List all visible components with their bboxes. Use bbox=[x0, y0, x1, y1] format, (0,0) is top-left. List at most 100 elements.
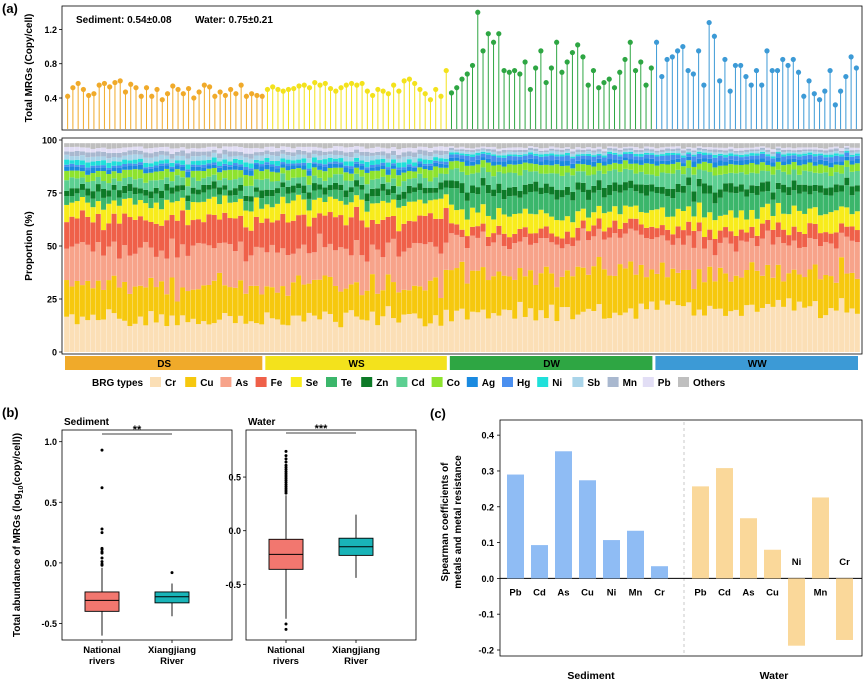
proportion-bar-segment bbox=[717, 155, 723, 161]
proportion-bar-segment bbox=[854, 230, 860, 243]
proportion-bar-segment bbox=[491, 219, 497, 234]
proportion-bar-segment bbox=[74, 243, 80, 281]
proportion-bar-segment bbox=[148, 168, 154, 173]
lollipop-point bbox=[727, 88, 733, 94]
proportion-bar-segment bbox=[253, 159, 259, 163]
proportion-bar-segment bbox=[833, 143, 839, 147]
legend-label: Cr bbox=[165, 378, 176, 389]
proportion-bar-segment bbox=[159, 190, 165, 199]
proportion-bar-segment bbox=[665, 196, 671, 217]
proportion-bar-segment bbox=[765, 264, 771, 304]
proportion-bar-segment bbox=[259, 324, 265, 352]
proportion-bar-segment bbox=[211, 174, 217, 182]
lollipop-point bbox=[674, 48, 681, 54]
proportion-bar-segment bbox=[707, 229, 713, 241]
lollipop-point bbox=[743, 73, 749, 80]
proportion-bar-segment bbox=[85, 143, 91, 148]
legend-label: Te bbox=[341, 378, 352, 389]
proportion-bar-segment bbox=[269, 189, 275, 197]
lollipop-point bbox=[806, 78, 812, 84]
proportion-bar-segment bbox=[654, 150, 660, 153]
proportion-bar-segment bbox=[749, 149, 755, 152]
proportion-bar-segment bbox=[586, 155, 592, 160]
proportion-bar-segment bbox=[849, 143, 855, 148]
proportion-bar-segment bbox=[301, 185, 307, 194]
proportion-bar-segment bbox=[665, 155, 671, 161]
spearman-bar bbox=[716, 468, 733, 579]
proportion-bar-segment bbox=[285, 163, 291, 167]
proportion-bar-segment bbox=[148, 163, 154, 167]
proportion-bar-segment bbox=[412, 166, 418, 168]
spearman-bar bbox=[579, 480, 596, 579]
proportion-bar-segment bbox=[169, 162, 175, 167]
proportion-bar-segment bbox=[522, 149, 528, 152]
proportion-bar-segment bbox=[528, 154, 534, 159]
proportion-bar-segment bbox=[549, 216, 555, 234]
proportion-bar-segment bbox=[122, 245, 128, 282]
proportion-bar-segment bbox=[654, 161, 660, 166]
proportion-bar-segment bbox=[79, 155, 85, 161]
proportion-bar-segment bbox=[285, 203, 291, 223]
proportion-bar-segment bbox=[754, 159, 760, 165]
proportion-bar-segment bbox=[390, 168, 396, 179]
proportion-bar-segment bbox=[417, 183, 423, 191]
proportion-bar-segment bbox=[380, 147, 386, 152]
proportion-bar-segment bbox=[612, 162, 618, 170]
proportion-bar-segment bbox=[617, 156, 623, 160]
proportion-bar-segment bbox=[454, 234, 460, 269]
proportion-bar-segment bbox=[559, 276, 565, 308]
proportion-bar-segment bbox=[559, 143, 565, 149]
proportion-bar-segment bbox=[95, 167, 101, 171]
proportion-bar-segment bbox=[717, 242, 723, 268]
proportion-bar-segment bbox=[575, 156, 581, 161]
proportion-bar-segment bbox=[517, 160, 523, 165]
proportion-bar-segment bbox=[280, 158, 286, 163]
proportion-bar-segment bbox=[443, 208, 449, 243]
proportion-bar-segment bbox=[596, 304, 602, 352]
proportion-bar-segment bbox=[744, 196, 750, 220]
proportion-bar-segment bbox=[517, 152, 523, 155]
proportion-bar-segment bbox=[575, 154, 581, 157]
proportion-bar-segment bbox=[290, 165, 296, 170]
proportion-bar-segment bbox=[823, 152, 829, 155]
proportion-bar-segment bbox=[369, 179, 375, 189]
legend-label: Sb bbox=[587, 378, 600, 389]
proportion-bar-segment bbox=[491, 143, 497, 147]
proportion-bar-segment bbox=[575, 152, 581, 155]
proportion-bar-segment bbox=[622, 233, 628, 269]
proportion-bar-segment bbox=[90, 198, 96, 208]
proportion-bar-segment bbox=[475, 187, 481, 195]
proportion-bar-segment bbox=[691, 161, 697, 167]
proportion-bar-segment bbox=[122, 152, 128, 156]
lollipop-point bbox=[569, 49, 576, 56]
proportion-bar-segment bbox=[243, 166, 249, 170]
proportion-bar-segment bbox=[501, 152, 507, 156]
proportion-bar-segment bbox=[723, 157, 729, 162]
proportion-bar-segment bbox=[601, 318, 607, 352]
proportion-bar-segment bbox=[332, 167, 338, 175]
proportion-bar-segment bbox=[375, 249, 381, 294]
proportion-bar-segment bbox=[359, 176, 365, 185]
proportion-bar-segment bbox=[680, 230, 686, 245]
proportion-bar-segment bbox=[412, 167, 418, 172]
proportion-bar-segment bbox=[586, 153, 592, 156]
proportion-bar-segment bbox=[143, 195, 149, 204]
proportion-bar-segment bbox=[649, 158, 655, 164]
proportion-bar-segment bbox=[275, 151, 280, 157]
proportion-bar-segment bbox=[744, 305, 750, 352]
proportion-bar-segment bbox=[148, 153, 154, 158]
proportion-bar-segment bbox=[786, 159, 792, 165]
proportion-bar-segment bbox=[317, 169, 323, 178]
proportion-bar-segment bbox=[190, 143, 196, 148]
proportion-bar-segment bbox=[533, 151, 539, 154]
proportion-bar-segment bbox=[796, 274, 802, 302]
proportion-bar-segment bbox=[269, 166, 275, 172]
proportion-bar-segment bbox=[285, 151, 291, 156]
proportion-bar-segment bbox=[364, 151, 370, 157]
proportion-bar-segment bbox=[549, 242, 555, 274]
proportion-bar-segment bbox=[195, 324, 201, 352]
proportion-bar-segment bbox=[311, 162, 317, 164]
proportion-bar-segment bbox=[264, 178, 270, 190]
proportion-bar-segment bbox=[243, 153, 249, 158]
proportion-bar-segment bbox=[348, 151, 354, 158]
